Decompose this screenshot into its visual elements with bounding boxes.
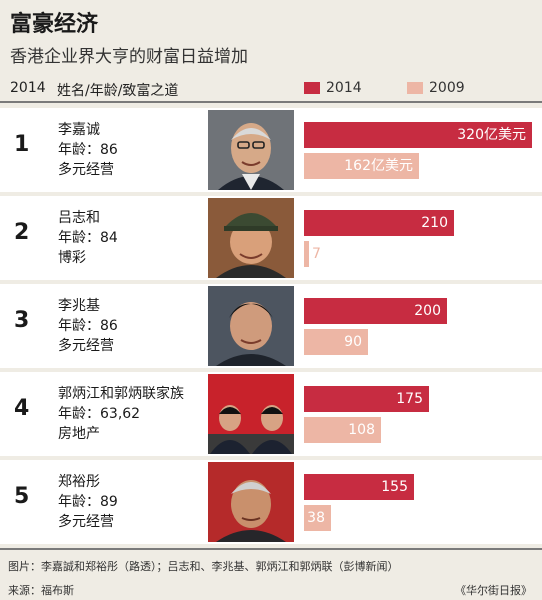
rank-number: 5 bbox=[14, 484, 30, 509]
person-info: 郭炳江和郭炳联家族 年龄：63,62 房地产 bbox=[58, 384, 184, 444]
bar-2009-row-1 bbox=[304, 153, 419, 179]
wealth-source: 多元经营 bbox=[58, 338, 114, 354]
bar-2009-row-2 bbox=[304, 241, 309, 267]
ranking-row-4: 4 郭炳江和郭炳联家族 年龄：63,62 房地产 175 108 bbox=[0, 372, 542, 456]
rank-number: 1 bbox=[14, 132, 30, 157]
person-age: 年龄：89 bbox=[58, 494, 118, 510]
photo-credit: 图片：李嘉誠和郑裕彤（路透）；吕志和、李兆基、郭炳江和郭炳联（彭博新闻） bbox=[8, 560, 399, 573]
rank-number: 4 bbox=[14, 396, 30, 421]
ranking-row-2: 2 吕志和 年龄：84 博彩 210 7 bbox=[0, 196, 542, 280]
table-bottom-divider bbox=[0, 548, 542, 550]
bar-2014-row-2 bbox=[304, 210, 454, 236]
person-info: 李嘉诚 年龄：86 多元经营 bbox=[58, 120, 118, 180]
bar-label-2009-row-3: 90 bbox=[344, 334, 362, 350]
bar-2014-row-5 bbox=[304, 474, 414, 500]
person-name: 李兆基 bbox=[58, 298, 100, 314]
person-age: 年龄：84 bbox=[58, 230, 118, 246]
rank-number: 3 bbox=[14, 308, 30, 333]
wealth-source: 多元经营 bbox=[58, 162, 114, 178]
bar-label-2014-row-3: 200 bbox=[414, 303, 441, 319]
person-name: 郭炳江和郭炳联家族 bbox=[58, 386, 184, 402]
person-info: 郑裕彤 年龄：89 多元经营 bbox=[58, 472, 118, 532]
person-name: 李嘉诚 bbox=[58, 122, 100, 138]
data-source: 来源：福布斯 bbox=[8, 584, 74, 597]
bar-2014-row-4 bbox=[304, 386, 429, 412]
wealth-source: 房地产 bbox=[58, 426, 100, 442]
publisher-credit: 《华尔街日报》 bbox=[455, 584, 532, 597]
bar-2009-row-4 bbox=[304, 417, 381, 443]
person-age: 年龄：86 bbox=[58, 142, 118, 158]
person-info: 吕志和 年龄：84 博彩 bbox=[58, 208, 118, 268]
bar-label-2014-row-2: 210 bbox=[421, 215, 448, 231]
person-info: 李兆基 年龄：86 多元经营 bbox=[58, 296, 118, 356]
bar-label-2009-row-2: 7 bbox=[312, 246, 321, 262]
portrait-photo bbox=[208, 198, 294, 278]
portrait-photo bbox=[208, 374, 294, 454]
person-age: 年龄：63,62 bbox=[58, 406, 141, 422]
column-header-name: 姓名/年龄/致富之道 bbox=[57, 83, 179, 99]
bar-2014-row-3 bbox=[304, 298, 447, 324]
chart-title: 富豪经济 bbox=[10, 12, 99, 37]
bar-2014-row-1 bbox=[304, 122, 532, 148]
ranking-row-3: 3 李兆基 年龄：86 多元经营 200 90 bbox=[0, 284, 542, 368]
bar-label-2009-row-1: 162亿美元 bbox=[344, 158, 413, 174]
wealth-source: 博彩 bbox=[58, 250, 86, 266]
portrait-photo bbox=[208, 462, 294, 542]
bar-label-2014-row-5: 155 bbox=[381, 479, 408, 495]
chart-subtitle: 香港企业界大亨的财富日益增加 bbox=[10, 47, 248, 67]
legend-swatch-2014 bbox=[304, 82, 320, 94]
bar-2009-row-5 bbox=[304, 505, 331, 531]
legend-label-2009: 2009 bbox=[429, 80, 465, 96]
legend-swatch-2009 bbox=[407, 82, 423, 94]
bar-label-2014-row-1: 320亿美元 bbox=[457, 127, 526, 143]
bar-label-2009-row-5: 38 bbox=[307, 510, 325, 526]
wealth-source: 多元经营 bbox=[58, 514, 114, 530]
column-header-year: 2014 bbox=[10, 80, 46, 96]
legend-item-2009: 2009 bbox=[407, 80, 465, 96]
person-age: 年龄：86 bbox=[58, 318, 118, 334]
person-name: 郑裕彤 bbox=[58, 474, 100, 490]
legend-item-2014: 2014 bbox=[304, 80, 362, 96]
bar-2009-row-3 bbox=[304, 329, 368, 355]
ranking-row-5: 5 郑裕彤 年龄：89 多元经营 155 38 bbox=[0, 460, 542, 544]
ranking-row-1: 1 李嘉诚 年龄：86 多元经营 320亿美元 162亿美元 bbox=[0, 108, 542, 192]
portrait-photo bbox=[208, 110, 294, 190]
person-name: 吕志和 bbox=[58, 210, 100, 226]
bar-label-2009-row-4: 108 bbox=[348, 422, 375, 438]
header-divider bbox=[0, 101, 542, 103]
legend-label-2014: 2014 bbox=[326, 80, 362, 96]
bar-label-2014-row-4: 175 bbox=[396, 391, 423, 407]
rank-number: 2 bbox=[14, 220, 30, 245]
portrait-photo bbox=[208, 286, 294, 366]
